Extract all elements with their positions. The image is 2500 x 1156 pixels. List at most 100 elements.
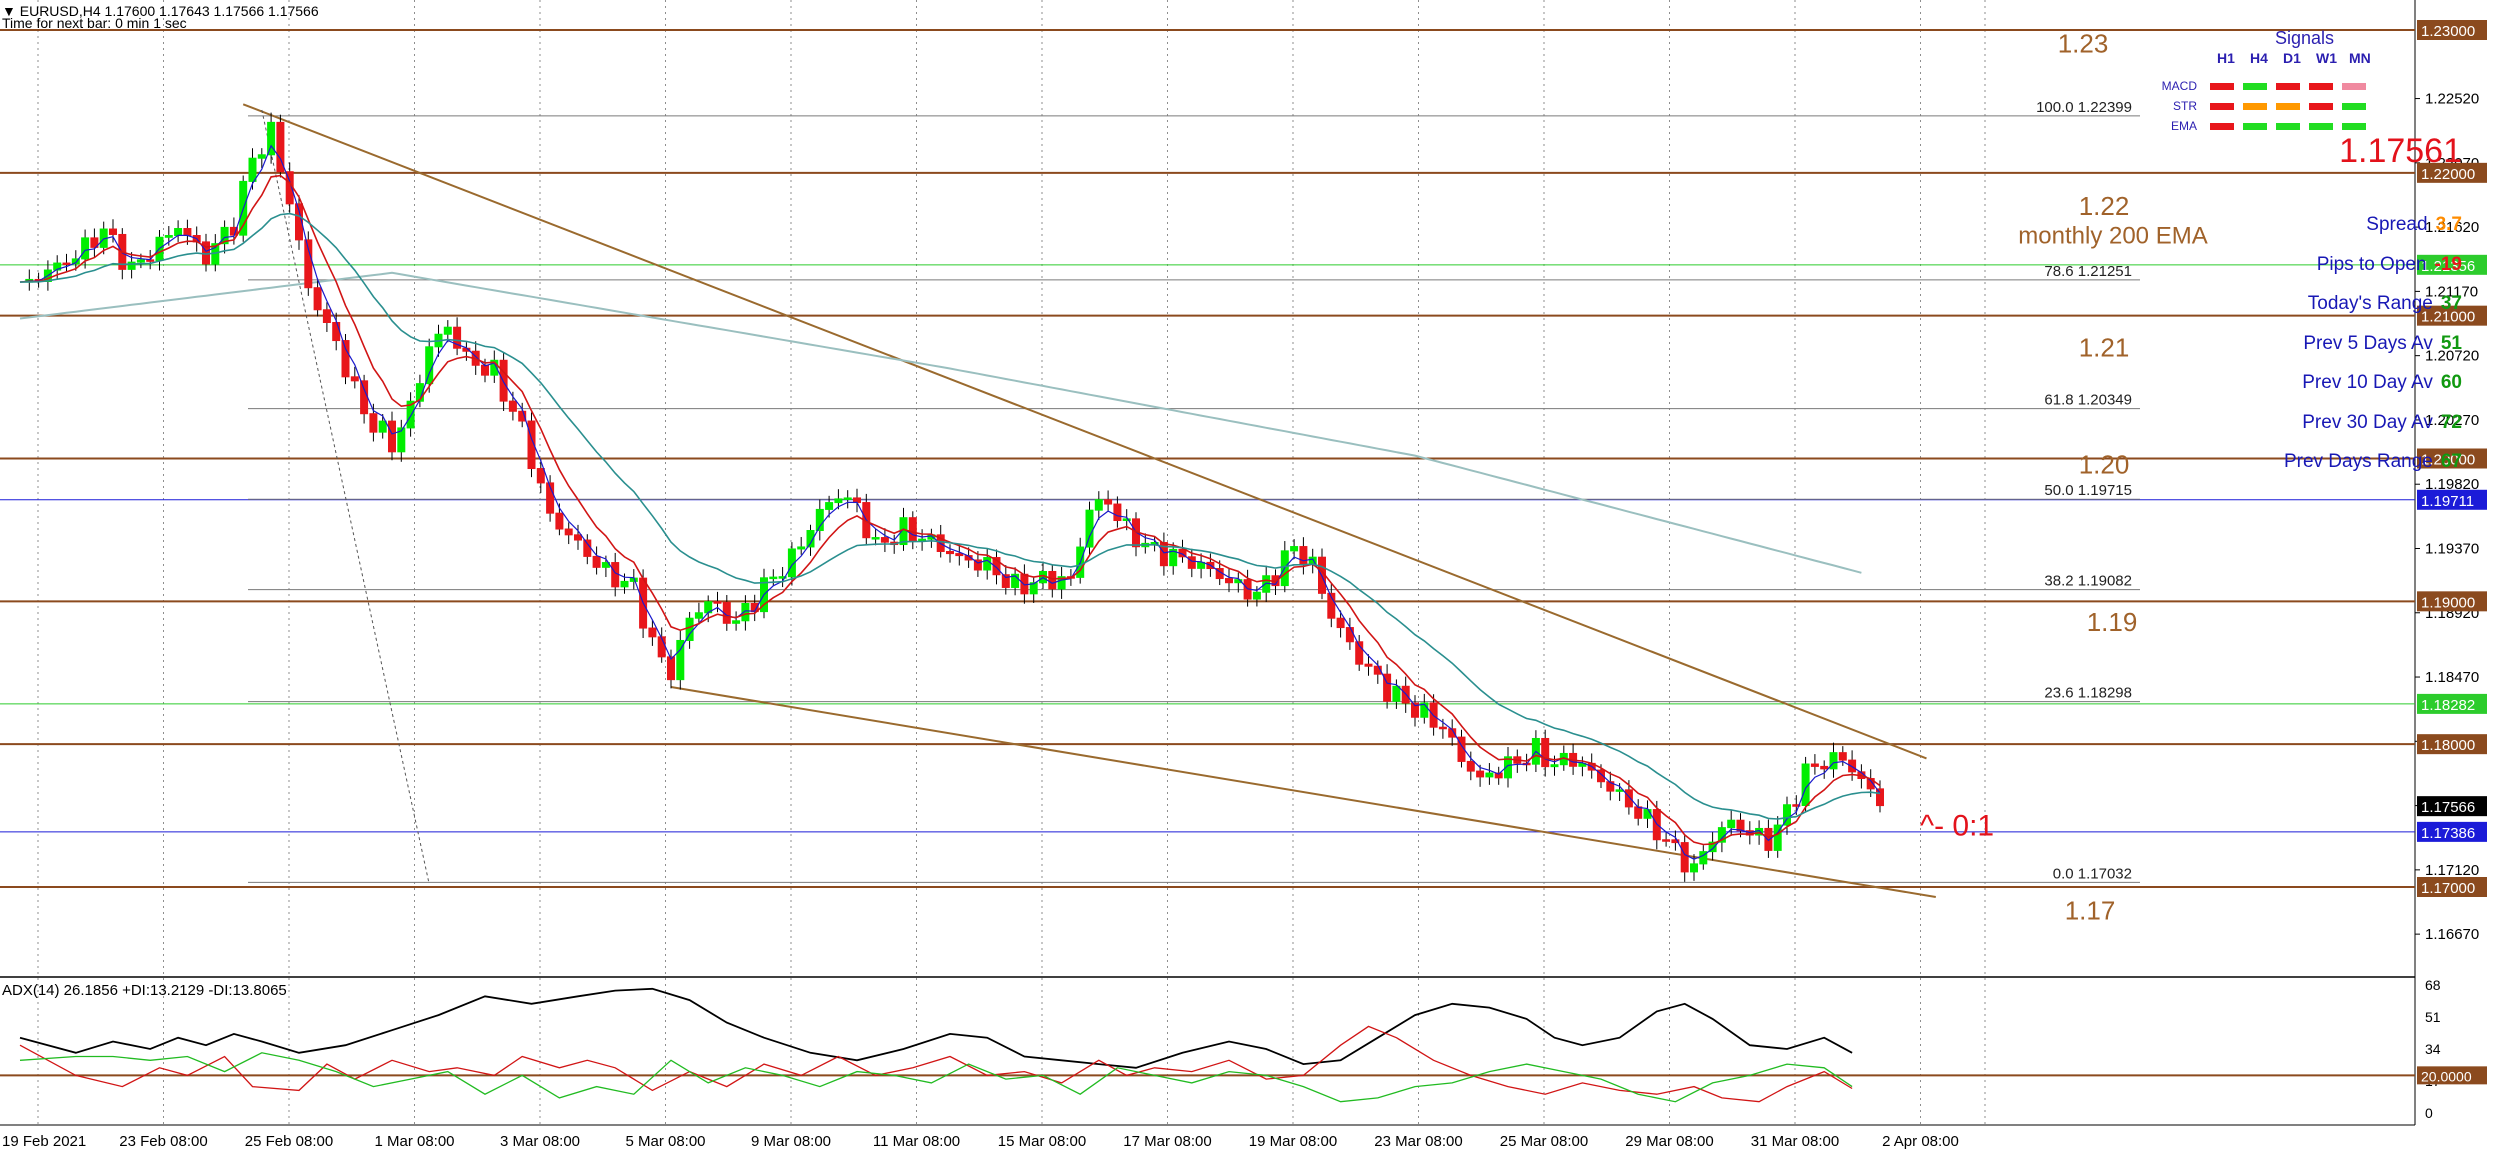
x-tick-label: 19 Mar 08:00 xyxy=(1249,1133,1337,1150)
signals-title: Signals xyxy=(2275,28,2335,48)
x-tick-label: 25 Feb 08:00 xyxy=(245,1133,333,1150)
price-tick-label: 1.22520 xyxy=(2425,91,2479,108)
candle xyxy=(536,459,545,493)
stat-label: Spread xyxy=(2366,214,2428,235)
candle xyxy=(53,255,62,280)
candle xyxy=(1225,569,1233,593)
candle-body xyxy=(815,508,824,532)
signal-cell xyxy=(2309,83,2333,90)
candle xyxy=(955,544,964,566)
candle-body xyxy=(1476,770,1485,778)
candle xyxy=(518,402,527,428)
candle xyxy=(1671,830,1680,851)
candle-body xyxy=(1001,574,1010,588)
signal-cell xyxy=(2309,123,2333,130)
bar-timer: Time for next bar: 0 min 1 sec xyxy=(2,15,187,31)
level-tag-text: 1.17386 xyxy=(2421,825,2475,842)
signal-cell xyxy=(2243,103,2267,110)
candle-body xyxy=(127,261,136,270)
candle-body xyxy=(667,656,675,681)
fib-label: 78.6 1.21251 xyxy=(2044,263,2132,280)
candle xyxy=(1848,750,1857,781)
candle xyxy=(127,252,136,279)
signals-panel: Signals H1 H4 D1 W1 MN MACD STR EMA xyxy=(2080,28,2500,508)
candle-body xyxy=(481,364,489,376)
candle xyxy=(713,591,722,613)
candle xyxy=(648,619,657,646)
candle xyxy=(815,499,824,541)
price-tick-label: 1.16670 xyxy=(2425,926,2479,943)
stat-value: 37 xyxy=(2440,293,2462,314)
signal-cell xyxy=(2276,83,2300,90)
level-tag-box xyxy=(2417,489,2487,510)
fib-label: 100.0 1.22399 xyxy=(2036,99,2132,116)
current-price-readout: 1.17561 xyxy=(2339,132,2462,170)
level-price-tag: 1.20000 xyxy=(2417,448,2487,469)
candle xyxy=(304,231,313,296)
candle-body xyxy=(1336,617,1345,629)
candle-body xyxy=(1364,663,1373,667)
candle xyxy=(276,114,285,178)
stat-row: Prev 10 Day Av 60 xyxy=(2302,372,2462,394)
level-tag-text: 1.22000 xyxy=(2421,166,2475,183)
candle xyxy=(1829,742,1838,778)
candle xyxy=(741,595,750,631)
candle-body xyxy=(1829,752,1838,770)
candle-body xyxy=(350,376,359,382)
candle xyxy=(1466,751,1475,781)
candle xyxy=(1727,810,1736,836)
signal-cell xyxy=(2210,103,2234,110)
stat-label: Prev 10 Day Av xyxy=(2302,372,2433,393)
level-tag-box xyxy=(2417,254,2487,275)
candle xyxy=(267,112,276,164)
candle-body xyxy=(787,548,796,578)
level-tag-text: 1.21000 xyxy=(2421,309,2475,326)
symbol-header: ▼ EURUSD,H4 1.17600 1.17643 1.17566 1.17… xyxy=(2,3,319,19)
candle xyxy=(1252,586,1261,607)
candle-body xyxy=(360,380,369,415)
candle-body xyxy=(136,259,145,263)
price-tick-label: 1.20720 xyxy=(2425,348,2479,365)
candle-body xyxy=(425,346,434,385)
candle-body xyxy=(1662,839,1671,842)
candle-body xyxy=(946,550,954,555)
price-tick-label: 1.19820 xyxy=(2425,476,2479,493)
candle-body xyxy=(1504,756,1512,779)
x-tick-label: 2 Apr 08:00 xyxy=(1882,1133,1959,1150)
level-price-tag: 1.19000 xyxy=(2417,591,2487,612)
signal-cell xyxy=(2243,83,2267,90)
candle xyxy=(676,630,685,690)
candle xyxy=(1708,832,1717,861)
stat-label: Prev 5 Days Av xyxy=(2303,332,2433,354)
candle xyxy=(1113,496,1122,528)
candle-body xyxy=(267,121,276,156)
ema-line xyxy=(19,212,1881,820)
candle xyxy=(1485,763,1494,785)
candle-body xyxy=(1727,819,1736,829)
candle-body xyxy=(1187,556,1196,569)
level-tag-text: 1.20000 xyxy=(2421,452,2475,469)
signal-row-label: STR xyxy=(2173,99,2197,113)
candle-body xyxy=(1597,769,1605,783)
candle-body xyxy=(1810,763,1819,767)
signal-cell xyxy=(2309,103,2333,110)
level-label: 1.19 xyxy=(2087,607,2138,637)
candle-body xyxy=(769,576,778,580)
candle-body xyxy=(555,512,564,530)
level-tag-box xyxy=(2417,448,2487,469)
candle xyxy=(443,320,452,343)
fib-diagonal xyxy=(261,109,430,885)
x-tick-label: 23 Mar 08:00 xyxy=(1374,1133,1462,1150)
level-label: 1.21 xyxy=(2079,333,2130,363)
candle-body xyxy=(1699,851,1708,865)
candle-body xyxy=(220,226,229,245)
candle-body xyxy=(174,228,183,237)
candle-body xyxy=(164,235,173,238)
candle-body xyxy=(1448,728,1457,738)
price-tick-label: 1.21170 xyxy=(2425,283,2478,300)
candle-body xyxy=(778,576,787,579)
candle-body xyxy=(508,400,517,412)
level-price-tag: 1.21356 xyxy=(2417,254,2487,275)
price-tick-label: 1.17120 xyxy=(2425,862,2479,879)
